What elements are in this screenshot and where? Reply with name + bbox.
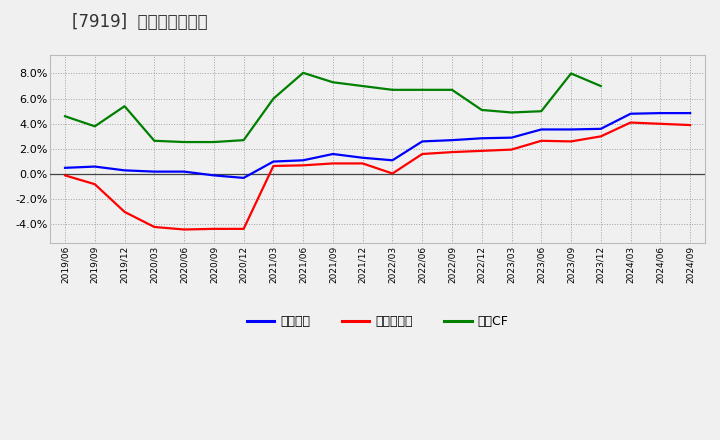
当期純利益 <box>269 163 278 169</box>
経常利益 <box>537 127 546 132</box>
営業CF <box>596 84 605 89</box>
当期純利益 <box>685 122 694 128</box>
当期純利益 <box>359 161 367 166</box>
経常利益 <box>359 155 367 161</box>
当期純利益 <box>210 226 218 231</box>
営業CF <box>120 103 129 109</box>
営業CF <box>328 80 337 85</box>
経常利益 <box>210 173 218 178</box>
当期純利益 <box>567 139 575 144</box>
当期純利益 <box>418 151 426 157</box>
営業CF <box>418 87 426 92</box>
経常利益 <box>656 110 665 116</box>
経常利益 <box>180 169 189 174</box>
経常利益 <box>685 110 694 116</box>
営業CF <box>180 139 189 145</box>
当期純利益 <box>120 209 129 215</box>
当期純利益 <box>328 161 337 166</box>
営業CF <box>448 87 456 92</box>
当期純利益 <box>150 224 158 230</box>
経常利益 <box>239 175 248 180</box>
経常利益 <box>596 126 605 132</box>
営業CF <box>388 87 397 92</box>
経常利益 <box>418 139 426 144</box>
当期純利益 <box>537 138 546 143</box>
経常利益 <box>120 168 129 173</box>
経常利益 <box>448 138 456 143</box>
経常利益 <box>91 164 99 169</box>
当期純利益 <box>60 173 69 178</box>
当期純利益 <box>239 226 248 231</box>
当期純利益 <box>180 227 189 232</box>
当期純利益 <box>477 148 486 154</box>
経常利益 <box>626 111 635 116</box>
経常利益 <box>299 158 307 163</box>
営業CF <box>91 124 99 129</box>
営業CF <box>150 138 158 143</box>
Text: [7919]  マージンの推移: [7919] マージンの推移 <box>72 13 207 31</box>
Line: 当期純利益: 当期純利益 <box>65 123 690 230</box>
経常利益 <box>269 159 278 164</box>
営業CF <box>210 139 218 145</box>
当期純利益 <box>448 150 456 155</box>
営業CF <box>507 110 516 115</box>
営業CF <box>359 84 367 89</box>
経常利益 <box>60 165 69 170</box>
当期純利益 <box>626 120 635 125</box>
経常利益 <box>328 151 337 157</box>
営業CF <box>567 71 575 76</box>
営業CF <box>239 138 248 143</box>
当期純利益 <box>299 163 307 168</box>
当期純利益 <box>91 182 99 187</box>
Line: 営業CF: 営業CF <box>65 73 600 142</box>
営業CF <box>477 107 486 113</box>
当期純利益 <box>388 171 397 176</box>
経常利益 <box>388 158 397 163</box>
Legend: 経常利益, 当期純利益, 営業CF: 経常利益, 当期純利益, 営業CF <box>241 310 513 333</box>
営業CF <box>269 96 278 101</box>
営業CF <box>60 114 69 119</box>
経常利益 <box>567 127 575 132</box>
当期純利益 <box>507 147 516 152</box>
当期純利益 <box>656 121 665 126</box>
経常利益 <box>477 136 486 141</box>
営業CF <box>537 109 546 114</box>
当期純利益 <box>596 134 605 139</box>
経常利益 <box>150 169 158 174</box>
Line: 経常利益: 経常利益 <box>65 113 690 178</box>
経常利益 <box>507 135 516 140</box>
営業CF <box>299 70 307 76</box>
